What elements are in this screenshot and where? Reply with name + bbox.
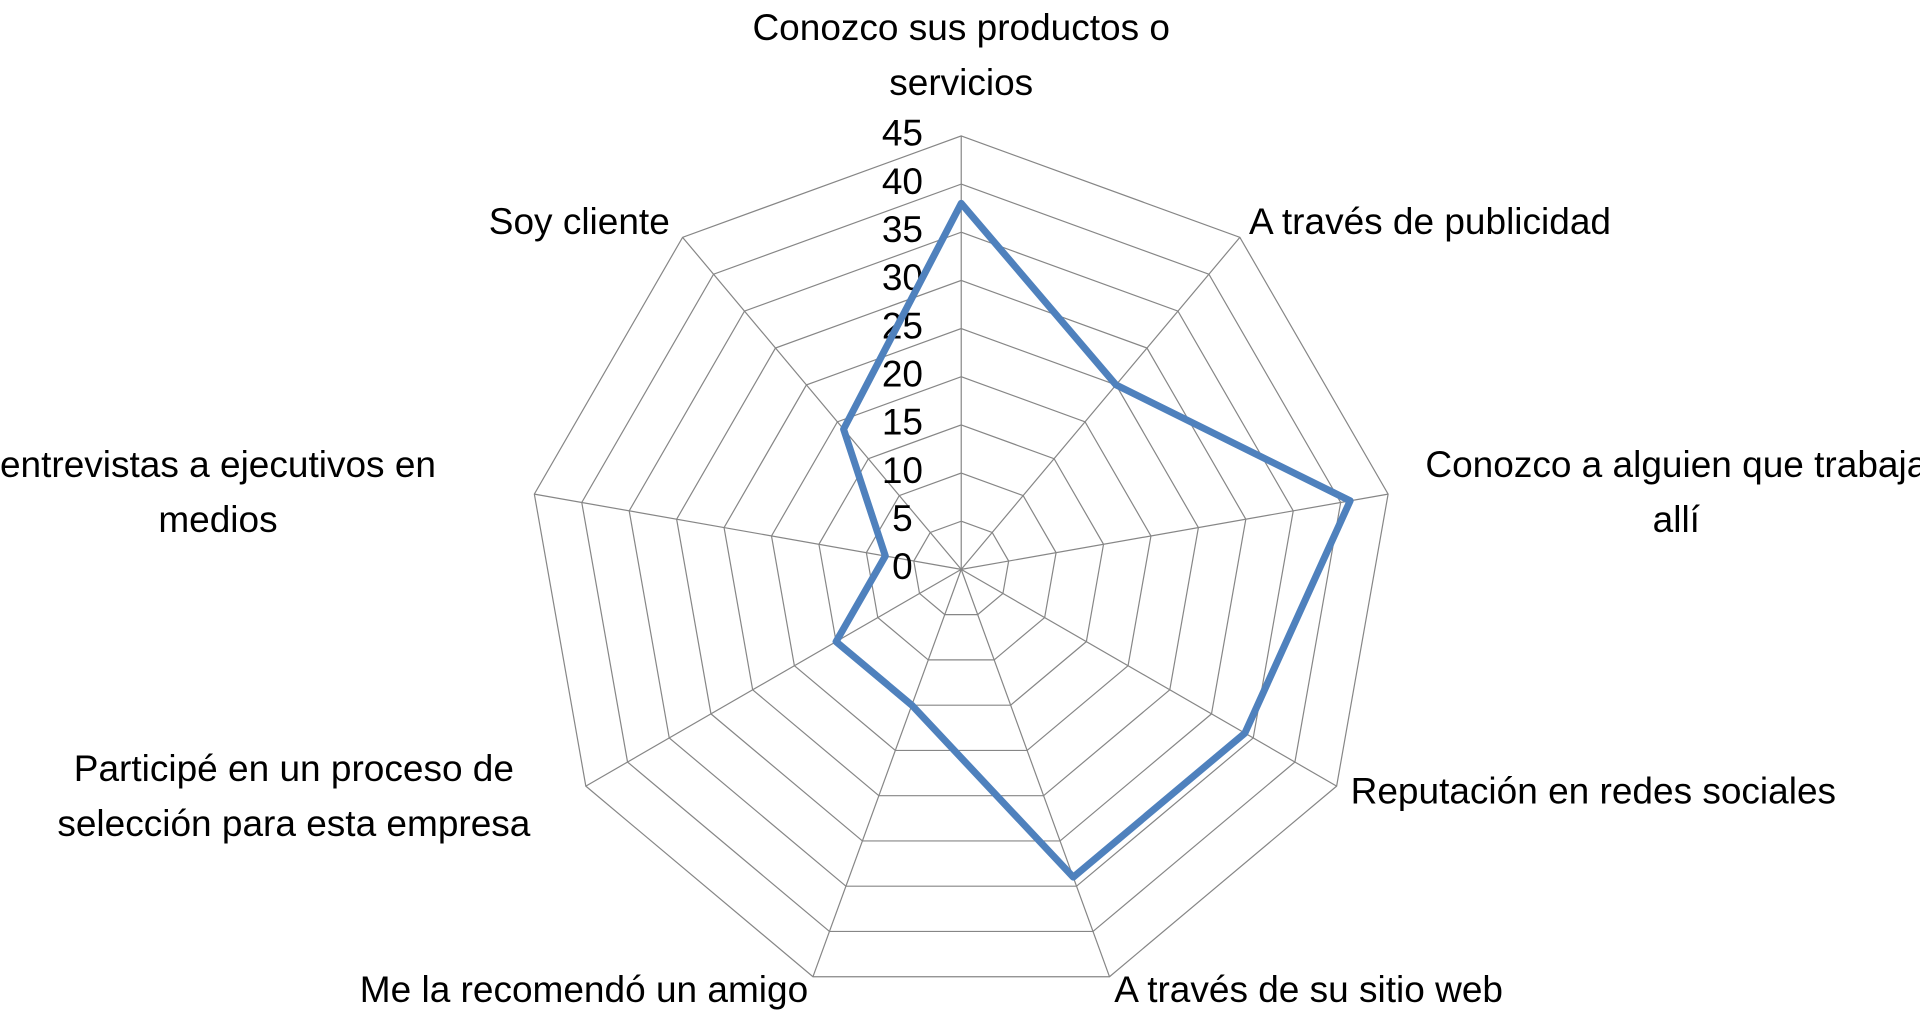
y-tick-label: 40 [882,161,923,202]
series-line [832,199,1354,881]
spoke [960,569,1111,977]
category-label: Reputación en redes sociales [1351,770,1836,811]
y-tick-label: 45 [882,113,923,154]
spoke [960,236,1241,570]
category-label: Conozco sus productos o servicios [752,7,1170,103]
category-label: Soy cliente [489,201,670,242]
category-label: entrevistas a ejecutivos en medios [0,444,436,540]
y-tick-label: 10 [882,450,923,491]
category-label: Participé en un proceso de selección para… [57,748,530,844]
y-tick-label: 15 [882,402,923,443]
grid-ring [865,472,1057,661]
category-label: A través de publicidad [1249,201,1611,242]
grid-ring [770,376,1152,752]
category-label: Conozco a alguien que trabaja allí [1425,444,1920,540]
grid-ring [818,424,1105,706]
spoke [534,493,962,570]
y-tick-label: 5 [892,498,913,539]
grid-ring [723,327,1200,797]
grid-ring [581,183,1342,933]
category-label: A través de su sitio web [1114,969,1503,1010]
spoke [585,568,962,787]
y-tick-label: 0 [892,546,913,587]
spoke [960,568,1337,787]
grid-ring [913,520,1010,616]
category-label: Me la recomendó un amigo [360,969,808,1010]
grid-ring [628,231,1294,887]
y-tick-label: 20 [882,354,923,395]
grid-ring [533,135,1389,978]
spoke [812,569,962,977]
spoke [682,236,962,570]
grid-ring [676,279,1247,842]
y-tick-label: 35 [882,209,923,250]
spoke [961,493,1389,570]
